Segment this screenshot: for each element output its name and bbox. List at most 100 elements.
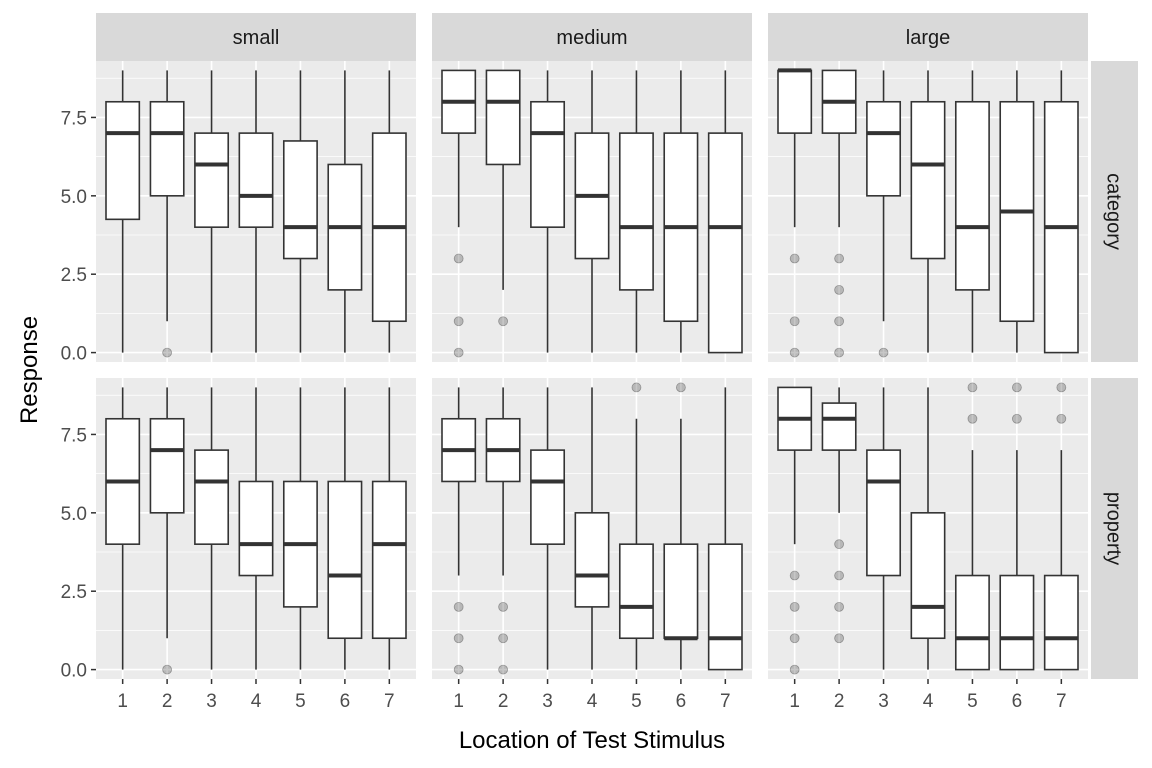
x-tick-label: 6 [1012, 691, 1023, 712]
box-2 [485, 69, 521, 327]
facet-strip-property [1091, 378, 1138, 679]
x-tick-label: 7 [1056, 691, 1067, 712]
outlier-point [834, 601, 845, 612]
outlier-point [834, 539, 845, 550]
outlier-point [1011, 413, 1022, 424]
panel-medium-category [432, 61, 752, 362]
box-5 [282, 387, 318, 670]
box-body [105, 100, 141, 221]
outlier-point [453, 633, 464, 644]
box-7 [707, 70, 743, 354]
box-body [238, 132, 274, 228]
outlier-point [453, 347, 464, 358]
outlier-point [834, 347, 845, 358]
panel-small-property [96, 378, 416, 679]
box-5 [282, 70, 318, 353]
box-6 [327, 387, 363, 670]
box-1 [777, 386, 813, 675]
panel-large-category [768, 61, 1088, 362]
outlier-point [453, 253, 464, 264]
x-tick-label: 1 [453, 691, 464, 712]
facet-strip-category [1091, 61, 1138, 362]
box-body [282, 140, 318, 260]
outlier-point [1056, 413, 1067, 424]
box-3 [530, 387, 566, 670]
box-body [618, 543, 654, 640]
box-1 [105, 70, 141, 353]
box-5 [618, 70, 654, 353]
facet-strip-medium [432, 13, 752, 61]
x-tick-label: 2 [162, 691, 173, 712]
x-tick-label: 7 [384, 691, 395, 712]
box-3 [530, 70, 566, 353]
outlier-point [498, 633, 509, 644]
box-2 [149, 70, 185, 358]
outlier-point [789, 316, 800, 327]
x-tick-label: 5 [631, 691, 642, 712]
x-tick-label: 3 [206, 691, 217, 712]
box-7 [371, 70, 407, 353]
outlier-point [162, 664, 173, 675]
y-tick-label: 0.0 [61, 344, 87, 365]
box-4 [574, 70, 610, 353]
box-body [707, 132, 743, 354]
box-1 [441, 387, 477, 675]
box-4 [238, 387, 274, 670]
facet-label-large: large [906, 27, 950, 49]
facet-strip-large [768, 13, 1088, 61]
y-tick-label: 2.5 [61, 582, 87, 603]
x-tick-label: 2 [834, 691, 845, 712]
outlier-point [498, 601, 509, 612]
y-tick-label: 5.0 [61, 504, 87, 525]
panel-large-property [768, 378, 1088, 679]
box-2 [149, 387, 185, 675]
box-body [530, 449, 566, 545]
outlier-point [878, 347, 889, 358]
box-7 [707, 387, 743, 671]
box-3 [194, 387, 230, 670]
outlier-point [789, 253, 800, 264]
box-2 [821, 69, 857, 358]
box-5 [954, 70, 990, 353]
panel-medium-property [432, 378, 752, 679]
y-tick-label: 0.0 [61, 661, 87, 682]
x-tick-label: 7 [720, 691, 731, 712]
facet-label-category: category [1103, 173, 1125, 250]
x-tick-label: 4 [251, 691, 262, 712]
outlier-point [789, 570, 800, 581]
box-1 [777, 68, 813, 358]
outlier-point [631, 382, 642, 393]
box-body [371, 480, 407, 640]
outlier-point [834, 316, 845, 327]
box-body [485, 69, 521, 166]
box-7 [371, 387, 407, 670]
box-7 [1043, 382, 1079, 671]
box-4 [574, 387, 610, 670]
x-tick-label: 6 [676, 691, 687, 712]
outlier-point [834, 253, 845, 264]
box-body [238, 480, 274, 577]
facet-label-medium: medium [556, 27, 627, 49]
box-body [910, 512, 946, 640]
box-body [194, 132, 230, 228]
box-body [866, 449, 902, 577]
box-body [954, 574, 990, 671]
outlier-point [789, 601, 800, 612]
box-5 [954, 382, 990, 671]
box-body [663, 543, 699, 640]
outlier-point [834, 284, 845, 295]
box-body [149, 100, 185, 197]
x-tick-label: 4 [587, 691, 598, 712]
box-body [574, 512, 610, 608]
outlier-point [675, 382, 686, 393]
outlier-point [498, 664, 509, 675]
box-4 [910, 70, 946, 353]
x-tick-label: 5 [295, 691, 306, 712]
y-tick-label: 2.5 [61, 265, 87, 286]
box-body [707, 543, 743, 671]
box-3 [866, 70, 902, 358]
outlier-point [789, 347, 800, 358]
outlier-point [834, 633, 845, 644]
x-tick-label: 1 [117, 691, 128, 712]
